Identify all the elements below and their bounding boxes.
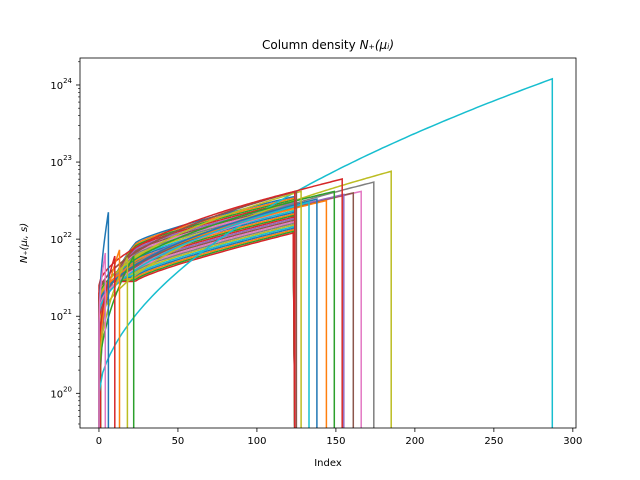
series-layer bbox=[98, 77, 554, 428]
band-line-2 bbox=[99, 198, 296, 428]
band-line-23 bbox=[99, 232, 296, 428]
band-line-19 bbox=[99, 225, 296, 428]
x-tick-label: 300 bbox=[563, 436, 582, 447]
y-tick-label: 1021 bbox=[50, 308, 72, 323]
series-line-10 bbox=[98, 201, 310, 428]
x-tick-label: 100 bbox=[247, 436, 266, 447]
band-line-18 bbox=[99, 224, 296, 428]
series-line-13 bbox=[98, 190, 296, 428]
series-line-15 bbox=[98, 257, 129, 428]
y-tick-label: 1024 bbox=[50, 77, 72, 92]
x-tick-label: 50 bbox=[172, 436, 185, 447]
x-tick-label: 150 bbox=[326, 436, 345, 447]
band-line-20 bbox=[99, 227, 296, 428]
series-line-16 bbox=[98, 249, 121, 428]
x-axis: 0 50 100 150 200 250 300 bbox=[96, 428, 582, 447]
series-line-17 bbox=[98, 255, 116, 428]
series-line-8 bbox=[98, 199, 328, 428]
y-axis: 1020 1021 1022 1023 1024 bbox=[50, 61, 80, 425]
series-line-12 bbox=[98, 190, 298, 428]
plot-frame bbox=[79, 57, 577, 429]
series-line-19 bbox=[98, 252, 107, 428]
band-line-15 bbox=[99, 219, 296, 428]
x-axis-title: Index bbox=[314, 458, 342, 469]
chart-title: Column density N₊(μᵢ) bbox=[262, 38, 394, 52]
x-tick-label: 250 bbox=[484, 436, 503, 447]
y-tick-label: 1022 bbox=[50, 231, 72, 246]
band-line-0 bbox=[99, 195, 296, 428]
y-axis-title: N₊(μᵢ, s) bbox=[19, 223, 30, 263]
y-tick-label: 1020 bbox=[50, 385, 72, 400]
y-tick-label: 1023 bbox=[50, 154, 72, 169]
series-line-0 bbox=[98, 77, 554, 428]
band-line-22 bbox=[99, 230, 296, 428]
x-tick-label: 200 bbox=[405, 436, 424, 447]
series-line-14 bbox=[98, 255, 135, 428]
series-line-1 bbox=[98, 170, 392, 428]
x-tick-label: 0 bbox=[96, 436, 102, 447]
